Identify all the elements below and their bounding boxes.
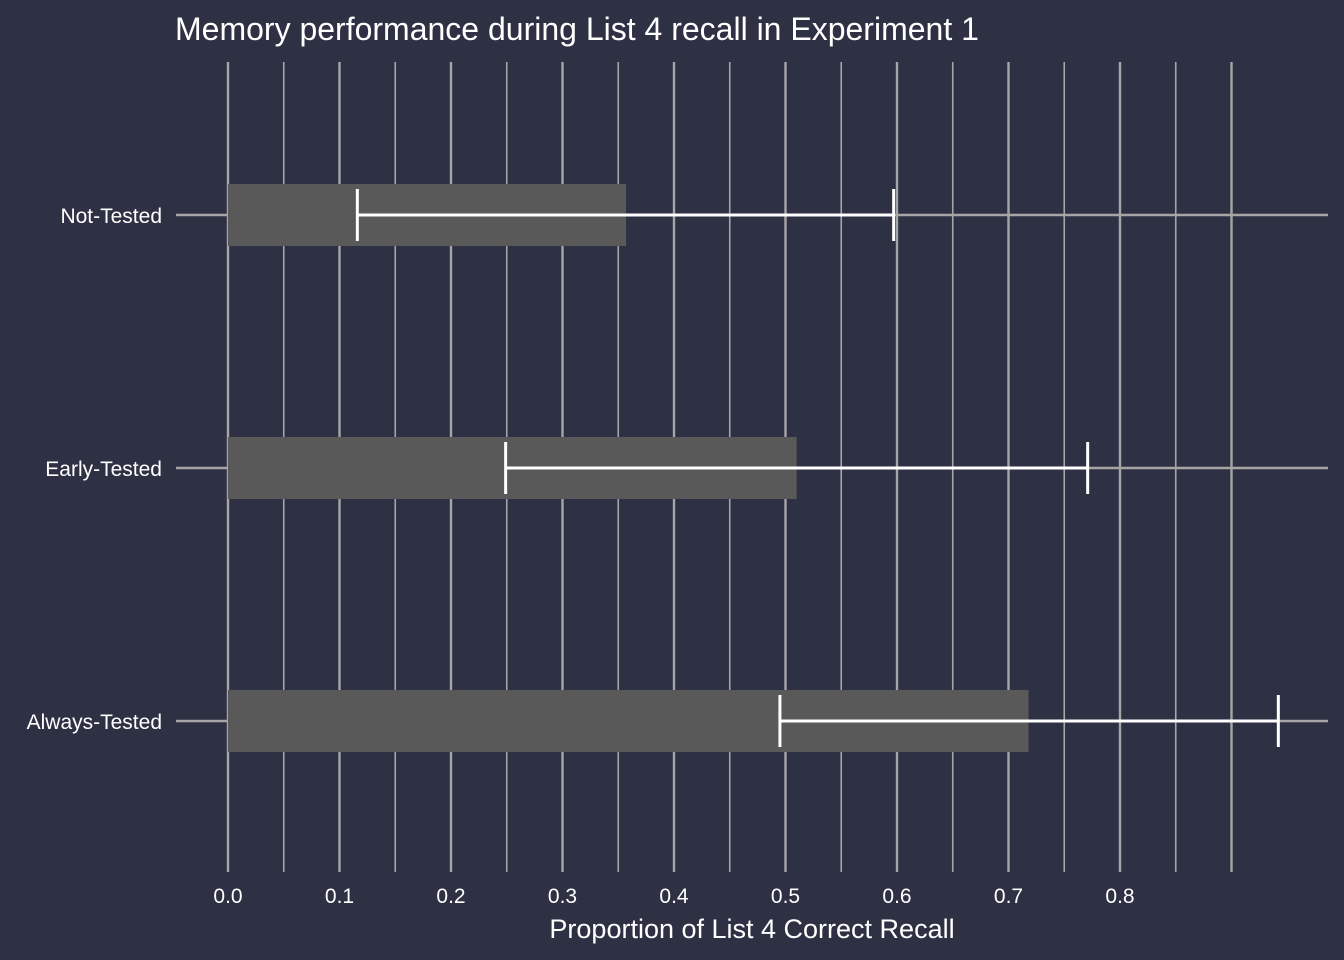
x-tick-label: 0.3 <box>548 885 577 908</box>
x-tick-label: 0.7 <box>994 885 1023 908</box>
y-category-label: Early-Tested <box>45 458 162 481</box>
y-category-label: Always-Tested <box>27 711 162 734</box>
x-tick-labels: 0.0 0.1 0.2 0.3 0.4 0.5 0.6 0.7 0.8 <box>213 885 1134 908</box>
x-tick-label: 0.2 <box>436 885 465 908</box>
x-tick-label: 0.4 <box>659 885 689 908</box>
x-tick-label: 0.8 <box>1105 885 1134 908</box>
x-axis-title: Proportion of List 4 Correct Recall <box>549 914 954 944</box>
y-category-labels: Not-Tested Early-Tested Always-Tested <box>27 205 162 734</box>
x-tick-label: 0.1 <box>325 885 354 908</box>
x-tick-label: 0.6 <box>882 885 911 908</box>
x-tick-label: 0.0 <box>213 885 242 908</box>
y-category-label: Not-Tested <box>60 205 162 228</box>
error-bar-layer <box>355 189 1280 747</box>
x-tick-label: 0.5 <box>771 885 800 908</box>
chart-title: Memory performance during List 4 recall … <box>175 11 979 47</box>
